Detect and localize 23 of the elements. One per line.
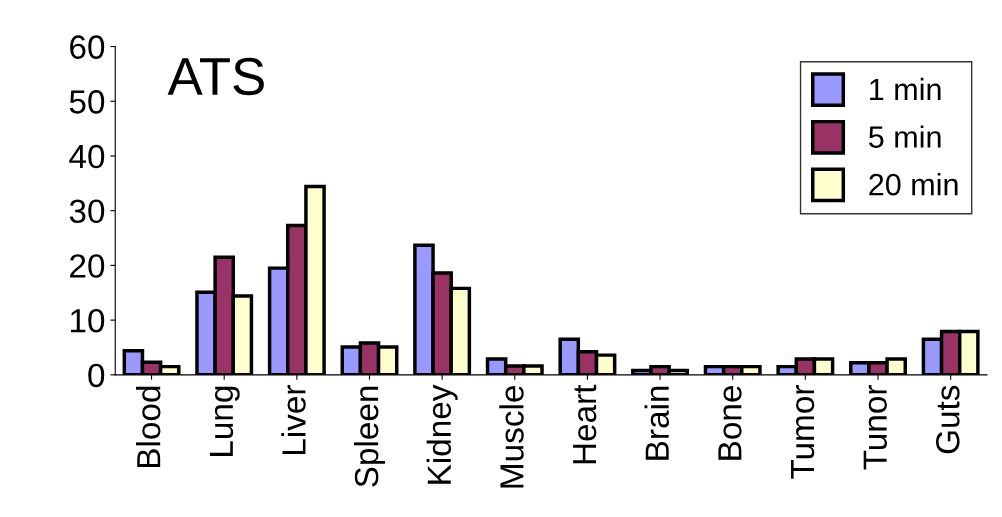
- x-tick-label: Liver: [281, 385, 306, 455]
- y-tick-label: 50: [69, 90, 105, 114]
- y-tick-label: 10: [70, 308, 105, 333]
- x-tick-label: Muscle: [499, 386, 524, 488]
- x-tick-label: Spleen: [353, 386, 386, 487]
- x-tick-label: Lung: [209, 386, 240, 456]
- x-tick-label: Tunor: [863, 385, 887, 470]
- x-tick-label: Heart: [573, 384, 597, 464]
- x-tick-label: Bone: [718, 386, 742, 460]
- legend-label: 1 min: [870, 77, 941, 100]
- chart-title: ATS: [167, 57, 264, 96]
- x-tick-label: Guts: [935, 385, 960, 454]
- x-tick-label: Blood: [136, 386, 161, 468]
- y-tick-label: 20: [70, 254, 105, 278]
- legend-label: 20 min: [869, 173, 958, 196]
- x-tick-label: Kidney: [426, 384, 458, 484]
- y-tick-label: 0: [88, 363, 105, 388]
- y-tick-label: 30: [69, 199, 105, 224]
- y-tick-label: 60: [70, 35, 105, 59]
- legend-label: 5 min: [868, 125, 941, 148]
- x-tick-label: Brain: [644, 386, 670, 460]
- y-tick-label: 40: [69, 144, 105, 169]
- x-tick-label: Tumor: [791, 385, 815, 479]
